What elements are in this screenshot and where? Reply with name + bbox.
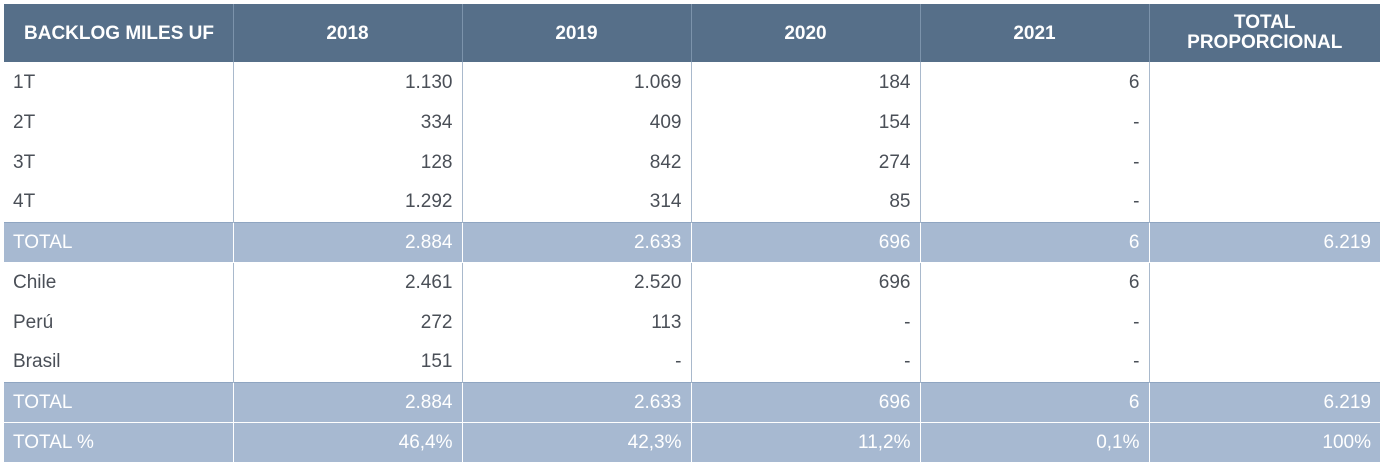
cell-2019: 2.520 <box>462 262 692 302</box>
cell-total <box>1149 62 1380 102</box>
cell-2020: 696 <box>691 262 921 302</box>
cell-total: 6.219 <box>1149 381 1380 423</box>
cell-2021: - <box>920 302 1150 342</box>
table-row: TOTAL 2.884 2.633 696 6 6.219 <box>4 381 1380 423</box>
cell-total <box>1149 302 1380 342</box>
cell-2019: 42,3% <box>462 421 692 462</box>
cell-2018: 1.292 <box>233 182 463 222</box>
cell-2020: 184 <box>691 62 921 102</box>
table-row: 4T 1.292 314 85- <box>4 182 1380 222</box>
cell-2021: 6 <box>920 262 1150 302</box>
cell-2020: 85 <box>691 182 921 222</box>
cell-total: 6.219 <box>1149 221 1380 263</box>
cell-total <box>1149 182 1380 222</box>
row-label: TOTAL <box>4 221 234 263</box>
header-2018: 2018 <box>233 4 463 62</box>
table-row: Chile 2.461 2.520 696 6 <box>4 262 1380 302</box>
row-label: Brasil <box>4 342 234 382</box>
row-label: 3T <box>4 142 234 182</box>
cell-2018: 128 <box>233 142 463 182</box>
cell-2021: 6 <box>920 221 1150 263</box>
cell-2021: 0,1% <box>920 421 1150 462</box>
cell-2021: - <box>920 142 1150 182</box>
cell-total: 100% <box>1149 421 1380 462</box>
cell-2019: 314 <box>462 182 692 222</box>
header-total-proporcional: TOTAL PROPORCIONAL <box>1149 4 1380 62</box>
cell-total <box>1149 102 1380 142</box>
cell-2020: 274 <box>691 142 921 182</box>
cell-2021: 6 <box>920 62 1150 102</box>
header-2019: 2019 <box>462 4 692 62</box>
table-row: 3T 128 842 274- <box>4 142 1380 182</box>
cell-2019: 2.633 <box>462 221 692 263</box>
cell-2018: 272 <box>233 302 463 342</box>
header-backlog: BACKLOG MILES UF <box>4 4 234 62</box>
header-total-line1: TOTAL <box>1233 12 1296 34</box>
cell-2019: 2.633 <box>462 381 692 423</box>
cell-2018: 334 <box>233 102 463 142</box>
row-label: Perú <box>4 302 234 342</box>
cell-2018: 46,4% <box>233 421 463 462</box>
cell-total <box>1149 262 1380 302</box>
table-row: Brasil 151- - - <box>4 342 1380 382</box>
backlog-table: BACKLOG MILES UF 2018 2019 2020 2021 TOT… <box>4 4 1380 462</box>
table-row: TOTAL % 46,4% 42,3% 11,2% 0,1% 100% <box>4 421 1380 462</box>
row-label: Chile <box>4 262 234 302</box>
cell-2019: 409 <box>462 102 692 142</box>
row-label: 1T <box>4 62 234 102</box>
cell-2021: - <box>920 182 1150 222</box>
cell-2018: 2.461 <box>233 262 463 302</box>
cell-2020: - <box>691 302 921 342</box>
cell-2021: - <box>920 102 1150 142</box>
cell-2018: 151 <box>233 342 463 382</box>
cell-2019: 1.069 <box>462 62 692 102</box>
cell-2020: - <box>691 342 921 382</box>
cell-2018: 2.884 <box>233 381 463 423</box>
row-label: 2T <box>4 102 234 142</box>
cell-2020: 11,2% <box>691 421 921 462</box>
cell-2020: 696 <box>691 221 921 263</box>
cell-2021: - <box>920 342 1150 382</box>
cell-2020: 696 <box>691 381 921 423</box>
cell-2019: 842 <box>462 142 692 182</box>
row-label: TOTAL % <box>4 421 234 462</box>
row-label: 4T <box>4 182 234 222</box>
header-row: BACKLOG MILES UF 2018 2019 2020 2021 TOT… <box>4 4 1380 62</box>
cell-total <box>1149 142 1380 182</box>
header-2021: 2021 <box>920 4 1150 62</box>
cell-2019: 113 <box>462 302 692 342</box>
cell-total <box>1149 342 1380 382</box>
table-row: 2T 334 409 154- <box>4 102 1380 142</box>
header-2020: 2020 <box>691 4 921 62</box>
cell-2018: 2.884 <box>233 221 463 263</box>
table-row: 1T 1.130 1.069 184 6 <box>4 62 1380 102</box>
header-total-line2: PROPORCIONAL <box>1187 32 1343 53</box>
cell-2019: - <box>462 342 692 382</box>
cell-2021: 6 <box>920 381 1150 423</box>
table-row: TOTAL 2.884 2.633 696 6 6.219 <box>4 221 1380 263</box>
cell-2020: 154 <box>691 102 921 142</box>
row-label: TOTAL <box>4 381 234 423</box>
table-row: Perú 272 113- - <box>4 302 1380 342</box>
cell-2018: 1.130 <box>233 62 463 102</box>
